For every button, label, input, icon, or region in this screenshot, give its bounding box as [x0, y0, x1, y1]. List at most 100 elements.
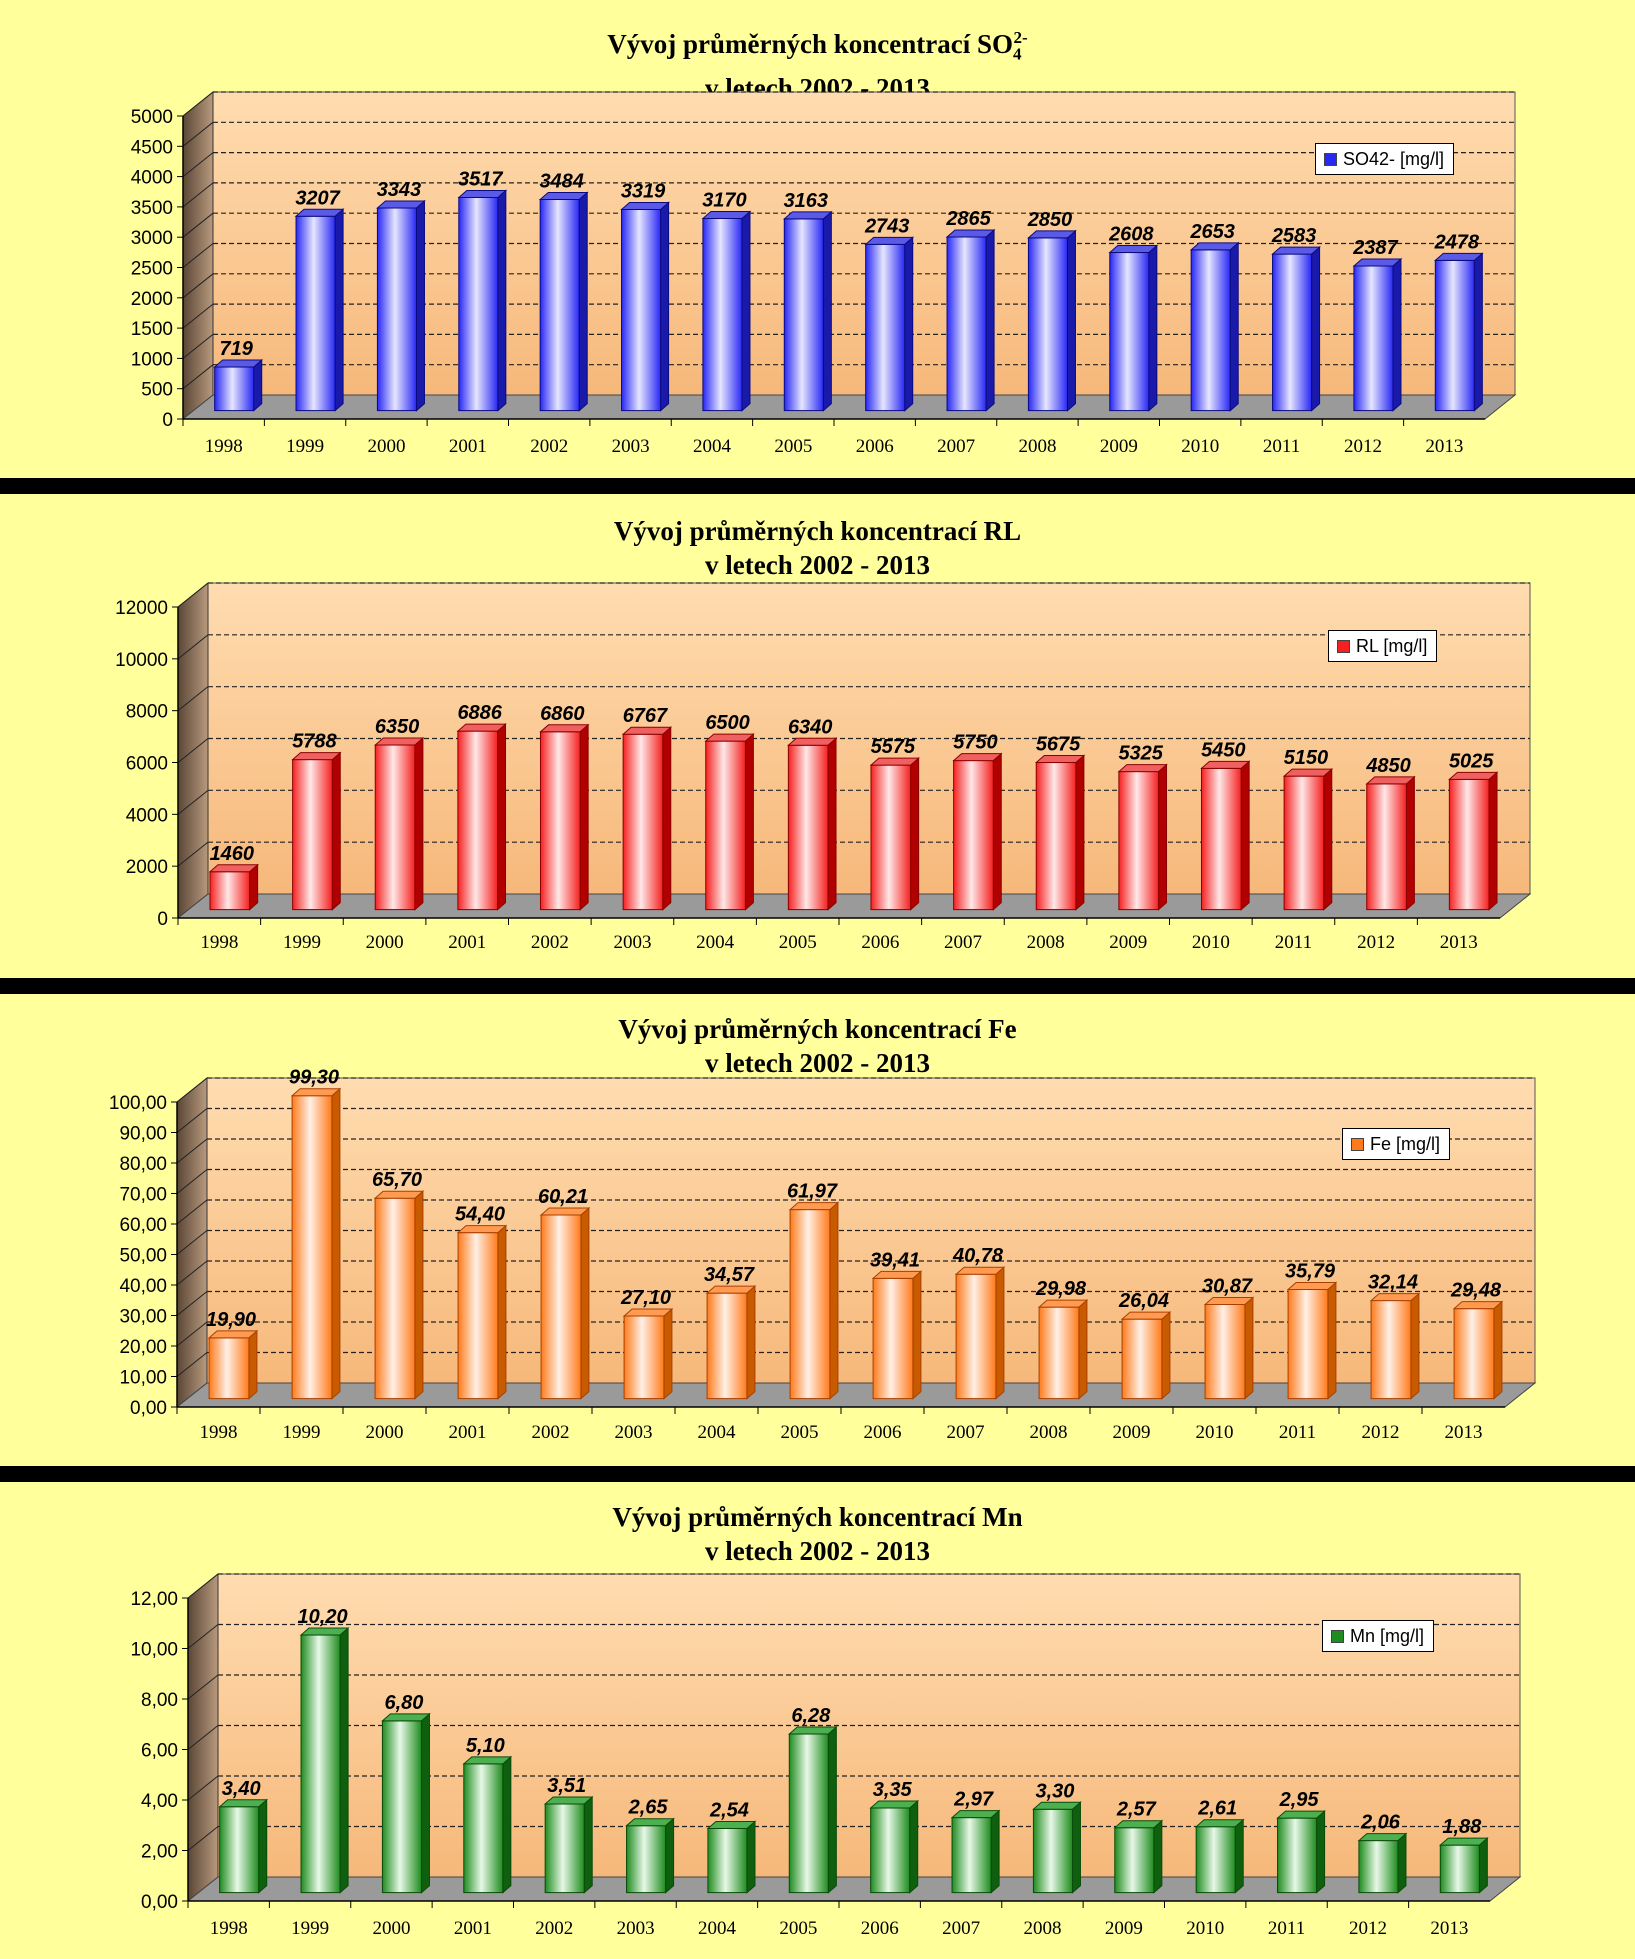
chart-legend: Fe [mg/l]: [1342, 1128, 1451, 1160]
bar-side: [414, 736, 424, 911]
data-label: 3,35: [873, 1779, 913, 1801]
x-tick-label: 2007: [947, 1422, 985, 1443]
data-label: 2,65: [628, 1797, 669, 1819]
y-tick-label: 0,00: [141, 1892, 178, 1913]
y-tick-label: 1000: [131, 349, 173, 370]
data-label: 5325: [1118, 743, 1163, 765]
bar-top: [207, 1330, 259, 1339]
bar-side: [331, 1087, 341, 1400]
bar: [1038, 1306, 1080, 1400]
x-tick-label: 1999: [291, 1918, 329, 1939]
gridline-side: [182, 152, 214, 177]
bar-top: [625, 1818, 675, 1827]
x-tick-label: 2005: [779, 932, 817, 953]
data-label: 6886: [457, 702, 502, 724]
bar: [626, 1825, 667, 1894]
gridline-side: [182, 303, 214, 329]
bar: [214, 366, 255, 412]
bar-top: [1120, 1311, 1172, 1320]
x-tick-label: 1998: [210, 1918, 248, 1939]
data-label: 1460: [210, 843, 255, 865]
x-tick-label: 2009: [1109, 932, 1147, 953]
bar-side: [1066, 229, 1076, 412]
x-tick-label: 2003: [615, 1422, 653, 1443]
data-label: 39,41: [870, 1249, 920, 1271]
data-label: 2850: [1027, 209, 1073, 231]
bar-side: [579, 723, 589, 911]
bar-side: [1078, 1299, 1088, 1400]
bar-top: [456, 1225, 508, 1234]
data-label: 32,14: [1368, 1272, 1418, 1294]
bar-top: [1203, 1296, 1255, 1305]
bar-top: [1352, 258, 1403, 267]
bar-side: [583, 1795, 593, 1894]
bar-chart-so4: 0 500 1000 1500 2000 2500 3000 3500 4000 4500 5000…: [131, 90, 1517, 457]
bar-top: [869, 1800, 920, 1809]
bar-side: [910, 757, 920, 911]
x-tick-label: 2000: [366, 932, 404, 953]
gridline-side: [177, 789, 209, 815]
y-tick-label: 70,00: [119, 1185, 167, 1206]
gridline-side: [182, 121, 214, 147]
gridline-side: [187, 1573, 219, 1599]
x-tick-label: 2002: [531, 932, 569, 953]
bar: [1287, 1288, 1329, 1400]
bar-side: [985, 228, 995, 412]
bar: [1027, 237, 1068, 412]
bar: [787, 744, 829, 911]
x-tick-label: 2013: [1430, 1918, 1468, 1939]
x-tick-label: 2001: [449, 436, 487, 457]
chart-title: Vývoj průměrných koncentrací Fe v letech…: [618, 1014, 1017, 1078]
bar-top: [1194, 1819, 1245, 1828]
bar-top: [381, 1713, 431, 1722]
bar: [544, 1803, 585, 1894]
bar: [1109, 252, 1150, 412]
x-tick-label: 2002: [532, 1422, 570, 1443]
bar-top: [864, 236, 915, 245]
data-label: 27,10: [620, 1287, 671, 1309]
bar-side: [253, 358, 263, 412]
x-tick-label: 2001: [449, 1422, 487, 1443]
x-tick-label: 2000: [366, 1422, 404, 1443]
chart-legend: SO42- [mg/l]: [1315, 143, 1455, 175]
x-tick-label: 1999: [283, 932, 321, 953]
gridline-side: [187, 1775, 219, 1801]
bar-top: [538, 191, 589, 200]
bar: [292, 759, 333, 911]
data-label: 6340: [788, 716, 833, 738]
bar-side: [502, 1755, 512, 1894]
bar-side: [1244, 1296, 1254, 1400]
bar-top: [1032, 1801, 1082, 1810]
x-tick-label: 2008: [1027, 932, 1065, 953]
x-tick-label: 2005: [781, 1422, 819, 1443]
x-tick-label: 1998: [200, 1422, 238, 1443]
bar-side: [744, 733, 754, 911]
bar: [1439, 1844, 1480, 1894]
bar-top: [704, 733, 755, 742]
y-tick-label: 0,00: [130, 1398, 167, 1419]
data-label: 3484: [539, 170, 584, 192]
y-tick-label: 12000: [115, 598, 168, 619]
data-label: 5150: [1284, 747, 1329, 769]
data-label: 5025: [1449, 750, 1494, 772]
bar-chart-fe: 0,00 10,00 20,00 30,00 40,00 50,00 60,00 70,00 8…: [109, 1067, 1537, 1443]
data-label: 6,80: [384, 1692, 423, 1714]
bar-side: [1493, 1300, 1503, 1400]
bar: [381, 1720, 422, 1894]
bar-side: [1153, 1819, 1163, 1894]
bar-side: [248, 1329, 258, 1400]
x-tick-label: 2002: [530, 436, 568, 457]
bar-side: [909, 1799, 919, 1894]
x-tick-label: 2000: [367, 436, 405, 457]
bar-top: [952, 753, 1003, 762]
data-label: 5675: [1036, 734, 1081, 756]
x-tick-label: 2006: [856, 436, 894, 457]
data-label: 6860: [540, 703, 585, 725]
bar-top: [1271, 246, 1321, 255]
bar-side: [1397, 1832, 1407, 1894]
y-tick-label: 2000: [131, 289, 173, 310]
bar-top: [457, 189, 508, 198]
data-label: 3207: [295, 187, 340, 209]
bar-top: [1369, 1293, 1421, 1302]
x-tick-label: 2007: [942, 1918, 980, 1939]
